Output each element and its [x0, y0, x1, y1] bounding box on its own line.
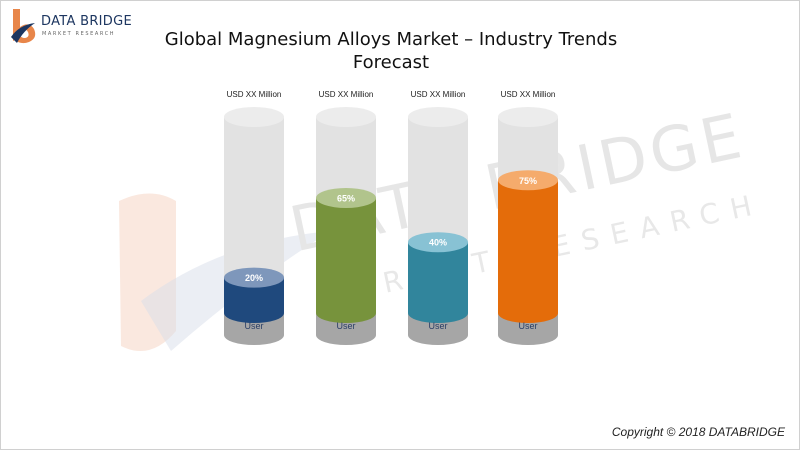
bar-value-label: 20%	[245, 273, 263, 283]
bar-top-label: USD XX Million	[319, 90, 374, 99]
chart-title: Global Magnesium Alloys Market – Industr…	[164, 29, 618, 73]
bar-cap	[408, 232, 468, 253]
bar-top-label: USD XX Million	[227, 90, 282, 99]
copyright-text: Copyright © 2018 DATABRIDGE	[611, 425, 785, 439]
bar-cap	[224, 267, 284, 288]
brand-logo: DATA BRIDGE MARKET RESEARCH	[9, 7, 132, 47]
bar-top-label: USD XX Million	[411, 90, 466, 99]
brand-tagline: MARKET RESEARCH	[42, 31, 116, 37]
bar	[498, 180, 558, 323]
category-label: User	[244, 321, 263, 331]
bar-track-top	[498, 107, 558, 127]
brand-name: DATA BRIDGE	[41, 14, 133, 29]
bar-value-label: 65%	[337, 193, 355, 203]
bar-cap	[498, 170, 558, 191]
bar-track-top	[316, 107, 376, 127]
bar	[408, 242, 468, 323]
category-label: User	[518, 321, 537, 331]
category-label: User	[336, 321, 355, 331]
category-label: User	[428, 321, 447, 331]
brand-logo-icon	[11, 9, 36, 44]
bar-value-label: 75%	[519, 176, 537, 186]
bar-track-top	[408, 107, 468, 127]
bar-value-label: 40%	[429, 238, 447, 248]
bar-cap	[316, 187, 376, 208]
bar-track-top	[224, 107, 284, 127]
bar	[316, 197, 376, 323]
bar	[224, 277, 284, 323]
bar-top-label: USD XX Million	[501, 90, 556, 99]
